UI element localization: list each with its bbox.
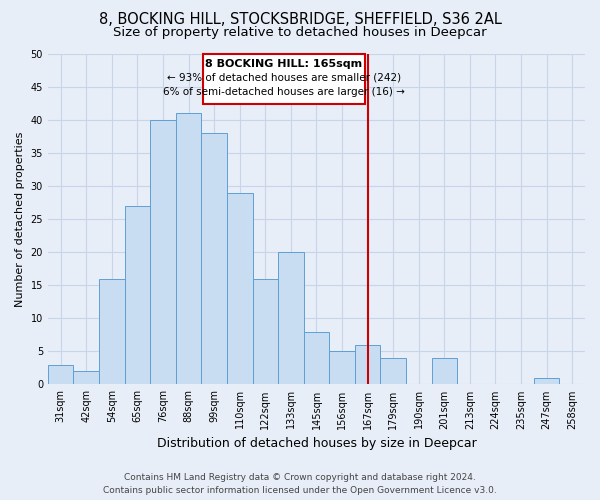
- Bar: [304, 332, 329, 384]
- Text: ← 93% of detached houses are smaller (242): ← 93% of detached houses are smaller (24…: [167, 72, 401, 83]
- Bar: [431, 358, 457, 384]
- Y-axis label: Number of detached properties: Number of detached properties: [15, 132, 25, 307]
- Bar: [99, 278, 125, 384]
- Text: Size of property relative to detached houses in Deepcar: Size of property relative to detached ho…: [113, 26, 487, 39]
- Text: 6% of semi-detached houses are larger (16) →: 6% of semi-detached houses are larger (1…: [163, 87, 405, 97]
- Bar: [73, 371, 99, 384]
- X-axis label: Distribution of detached houses by size in Deepcar: Distribution of detached houses by size …: [157, 437, 476, 450]
- Bar: [253, 278, 278, 384]
- Bar: [329, 352, 355, 384]
- Bar: [150, 120, 176, 384]
- Bar: [202, 134, 227, 384]
- Bar: [125, 206, 150, 384]
- Text: 8 BOCKING HILL: 165sqm: 8 BOCKING HILL: 165sqm: [205, 60, 362, 70]
- Bar: [227, 193, 253, 384]
- Bar: [380, 358, 406, 384]
- Bar: [534, 378, 559, 384]
- Bar: [278, 252, 304, 384]
- Bar: [176, 114, 202, 384]
- FancyBboxPatch shape: [203, 54, 365, 104]
- Bar: [355, 345, 380, 385]
- Text: 8, BOCKING HILL, STOCKSBRIDGE, SHEFFIELD, S36 2AL: 8, BOCKING HILL, STOCKSBRIDGE, SHEFFIELD…: [98, 12, 502, 28]
- Text: Contains HM Land Registry data © Crown copyright and database right 2024.
Contai: Contains HM Land Registry data © Crown c…: [103, 473, 497, 495]
- Bar: [48, 364, 73, 384]
